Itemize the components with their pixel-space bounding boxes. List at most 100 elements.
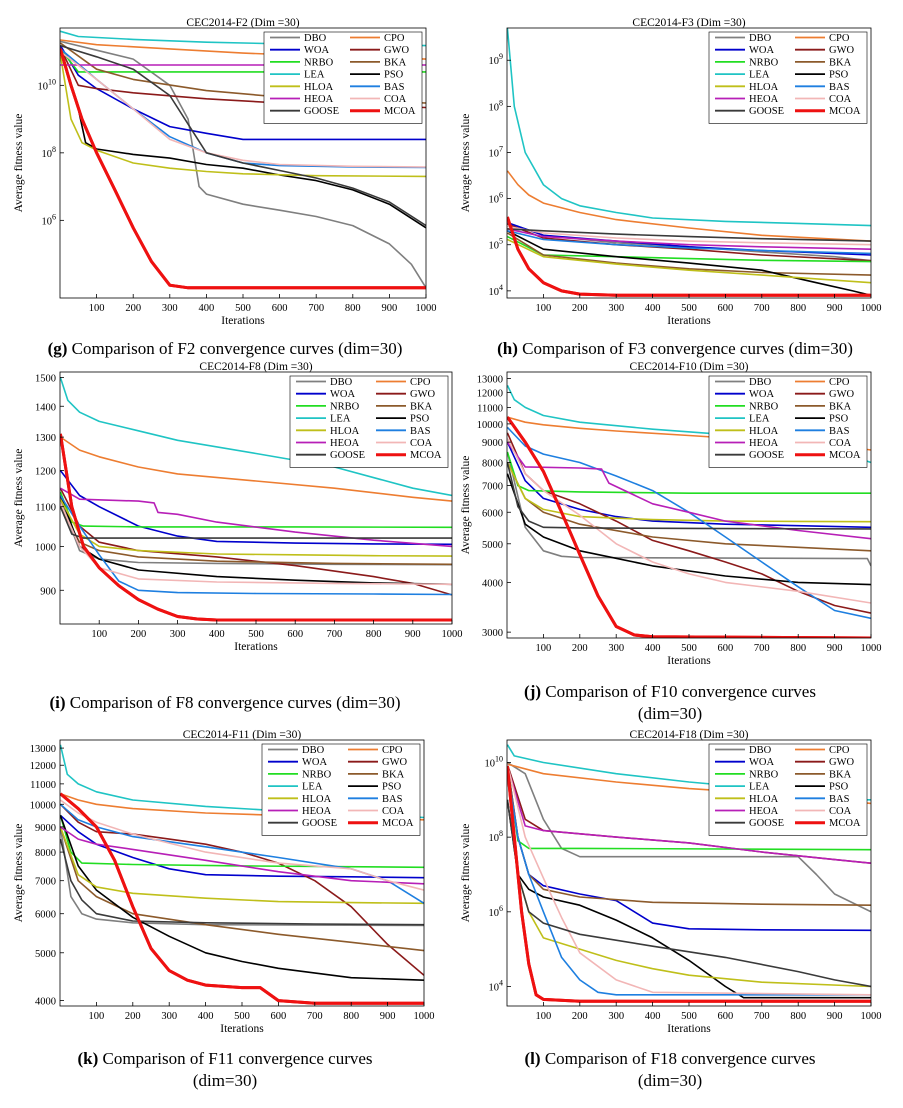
y-tick-label: 108	[42, 145, 57, 160]
x-tick-label: 300	[170, 629, 186, 640]
series-line-bas	[507, 770, 871, 996]
x-tick-label: 600	[272, 303, 288, 314]
x-tick-label: 800	[345, 303, 361, 314]
legend-entry: HLOA	[304, 82, 334, 93]
x-tick-label: 300	[608, 1011, 624, 1022]
x-tick-label: 1000	[414, 1011, 435, 1022]
series-line-bas	[60, 495, 452, 596]
x-tick-label: 900	[380, 1011, 396, 1022]
chart-panel-f11: CEC2014-F11 (Dim =30) 100 200 300 400 500 600 7…	[8, 729, 438, 1048]
x-tick-label: 200	[131, 629, 147, 640]
series-line-nrbo	[60, 815, 424, 869]
y-tick-label: 9000	[482, 438, 503, 449]
x-tick-label: 400	[198, 1011, 214, 1022]
legend-entry: DBO	[330, 377, 353, 388]
x-tick-label: 1000	[861, 643, 882, 654]
legend-box	[263, 31, 423, 124]
caption-text: Comparison of F18 convergence curves	[540, 1049, 816, 1068]
series-line-woa	[507, 441, 871, 529]
x-tick-label: 200	[572, 303, 588, 314]
x-tick-label: 400	[645, 643, 661, 654]
x-tick-label: 500	[234, 1011, 250, 1022]
y-tick-label: 108	[489, 98, 504, 113]
chart-f11: CEC2014-F11 (Dim =30) 100 200 300 400 500 600 7…	[13, 729, 435, 1035]
x-tick-label: 100	[536, 643, 552, 654]
x-tick-label: 900	[827, 1011, 843, 1022]
caption-g: (g) Comparison of F2 convergence curves …	[0, 338, 450, 360]
y-tick-label: 1010	[38, 77, 57, 92]
x-tick-label: 600	[718, 303, 734, 314]
legend-entry: BAS	[829, 426, 850, 437]
series-line-coa	[507, 225, 871, 246]
x-tick-label: 200	[125, 303, 141, 314]
legend-entry: BKA	[384, 57, 407, 68]
series-group	[60, 30, 426, 290]
legend-entry: CPO	[829, 33, 850, 44]
series-line-lea	[60, 377, 452, 497]
x-tick-label: 1000	[861, 303, 882, 314]
legend-entry: HLOA	[749, 82, 779, 93]
x-tick-label: 200	[572, 643, 588, 654]
x-tick-label: 700	[327, 629, 343, 640]
x-tick-label: 800	[366, 629, 382, 640]
y-tick-label: 4000	[482, 578, 503, 589]
y-axis-label: Average fitness value	[460, 824, 472, 923]
x-tick-label: 900	[827, 643, 843, 654]
legend-entry: GWO	[410, 389, 435, 400]
legend-entry: GOOSE	[749, 106, 784, 117]
chart-f2: CEC2014-F2 (Dim =30) 100 200 300 400 500 600 70…	[13, 17, 437, 327]
legend-entry: DBO	[302, 745, 325, 756]
y-tick-label: 900	[40, 586, 56, 597]
chart-title: CEC2014-F8 (Dim =30)	[199, 361, 312, 373]
series-line-heoa	[507, 228, 871, 250]
series-line-lea	[507, 28, 871, 227]
x-tick-label: 700	[754, 1011, 770, 1022]
x-tick-label: 300	[608, 303, 624, 314]
legend-entry: GWO	[829, 757, 854, 768]
x-tick-label: 400	[209, 629, 225, 640]
chart-panel-f10: CEC2014-F10 (Dim =30) 100 200 300 400 500 600 7…	[455, 361, 885, 680]
series-line-woa	[60, 814, 424, 879]
x-tick-label: 300	[162, 303, 178, 314]
caption-line2: (dim=30)	[192, 1071, 258, 1090]
legend-entry: COA	[382, 806, 405, 817]
y-tick-label: 13000	[30, 744, 56, 755]
legend-entry: MCOA	[829, 106, 861, 117]
x-tick-label: 900	[405, 629, 421, 640]
legend-entry: CPO	[829, 745, 850, 756]
series-line-bas	[507, 426, 871, 620]
x-tick-label: 100	[89, 1011, 105, 1022]
legend-entry: DBO	[749, 745, 772, 756]
legend-entry: DBO	[749, 377, 772, 388]
series-line-gwo	[60, 487, 452, 596]
x-tick-label: 900	[382, 303, 398, 314]
legend-entry: CPO	[382, 745, 403, 756]
legend-entry: GWO	[829, 389, 854, 400]
chart-title: CEC2014-F10 (Dim =30)	[630, 361, 749, 373]
legend-entry: COA	[410, 438, 433, 449]
x-axis-label: Iterations	[667, 315, 711, 327]
y-tick-label: 11000	[477, 403, 503, 414]
legend-entry: DBO	[304, 33, 327, 44]
x-axis-label: Iterations	[221, 315, 265, 327]
legend-entry: GOOSE	[749, 450, 784, 461]
x-tick-label: 800	[790, 1011, 806, 1022]
caption-tag: (i)	[49, 693, 66, 712]
legend-box	[708, 743, 868, 836]
series-line-bka	[60, 506, 452, 566]
y-tick-label: 10000	[477, 420, 503, 431]
legend-entry: GOOSE	[304, 106, 339, 117]
y-tick-label: 1500	[35, 374, 56, 385]
legend-entry: MCOA	[829, 450, 861, 461]
series-line-pso	[507, 799, 871, 999]
caption-text: Comparison of F3 convergence curves (dim…	[517, 339, 853, 358]
caption-tag: (h)	[497, 339, 518, 358]
y-tick-label: 9000	[35, 823, 56, 834]
series-line-hloa	[507, 238, 871, 284]
legend-entry: CPO	[384, 33, 405, 44]
x-tick-label: 600	[287, 629, 303, 640]
series-line-bka	[507, 232, 871, 276]
y-tick-label: 5000	[482, 540, 503, 551]
legend-entry: HEOA	[302, 806, 332, 817]
chart-f10: CEC2014-F10 (Dim =30) 100 200 300 400 500 600 7…	[460, 361, 882, 667]
